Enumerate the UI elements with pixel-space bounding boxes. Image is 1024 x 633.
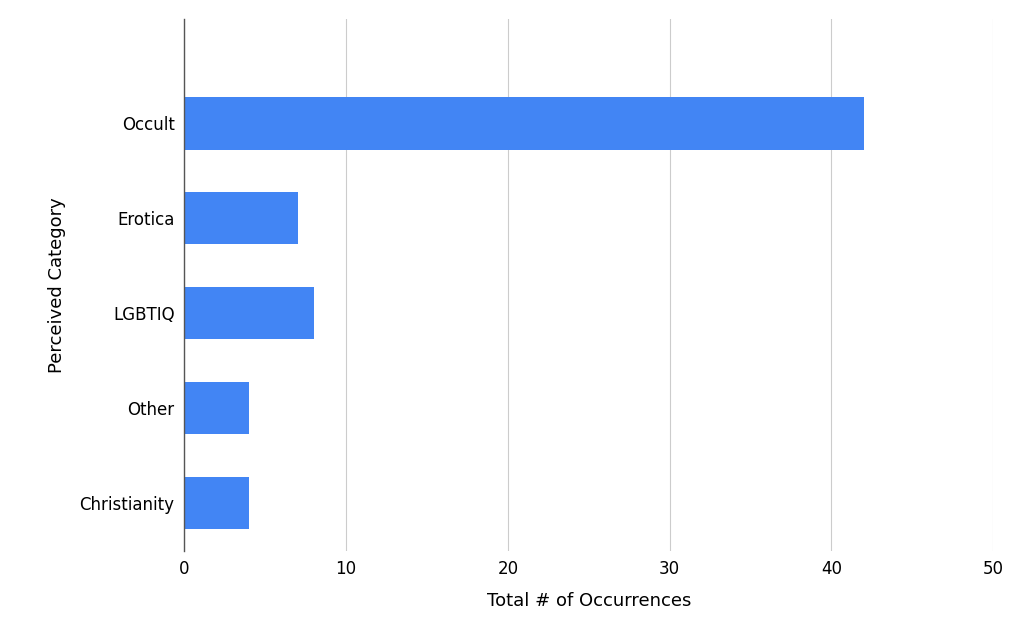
X-axis label: Total # of Occurrences: Total # of Occurrences xyxy=(486,592,691,610)
Bar xyxy=(184,382,249,434)
Bar xyxy=(184,192,298,244)
Bar xyxy=(184,97,864,149)
Bar xyxy=(184,287,313,339)
Bar xyxy=(184,477,249,529)
Y-axis label: Perceived Category: Perceived Category xyxy=(48,197,66,373)
